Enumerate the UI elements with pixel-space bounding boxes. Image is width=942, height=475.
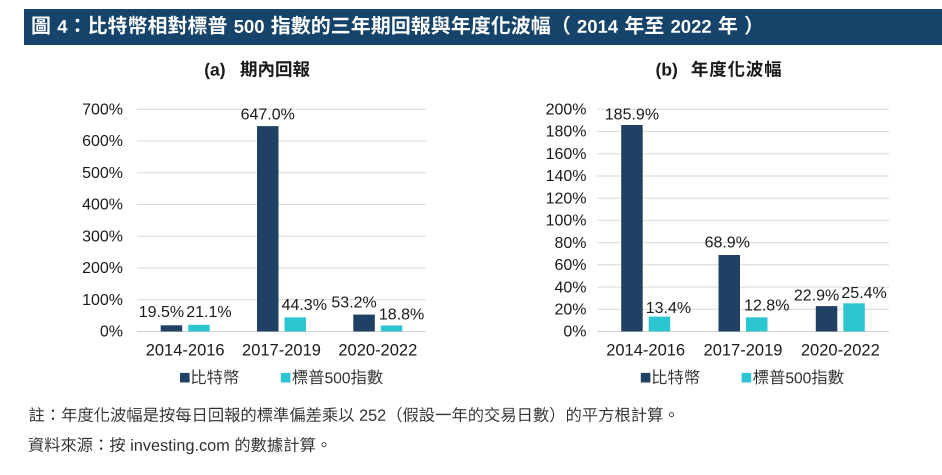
svg-text:60%: 60% [554,257,586,274]
svg-text:647.0%: 647.0% [241,106,295,123]
svg-text:500%: 500% [82,165,123,182]
svg-text:120%: 120% [546,190,587,207]
svg-text:18.8%: 18.8% [379,307,424,324]
svg-text:400%: 400% [82,197,123,214]
svg-text:53.2%: 53.2% [331,295,376,312]
svg-text:0%: 0% [100,324,123,341]
svg-text:68.9%: 68.9% [705,235,750,252]
svg-text:100%: 100% [82,292,123,309]
svg-text:200%: 200% [82,260,123,277]
svg-text:300%: 300% [82,228,123,245]
svg-text:80%: 80% [554,235,586,252]
svg-text:700%: 700% [82,102,123,119]
svg-text:19.5%: 19.5% [139,304,184,321]
svg-text:2014-2016: 2014-2016 [146,342,225,360]
svg-text:20%: 20% [554,301,586,318]
svg-text:25.4%: 25.4% [841,285,886,302]
svg-text:22.9%: 22.9% [794,288,839,305]
svg-text:44.3%: 44.3% [282,297,327,314]
svg-text:600%: 600% [82,133,123,150]
svg-text:2020-2022: 2020-2022 [338,342,417,360]
svg-text:200%: 200% [546,102,587,119]
svg-text:160%: 160% [546,146,587,163]
svg-text:185.9%: 185.9% [605,106,659,123]
svg-text:13.4%: 13.4% [646,300,691,317]
svg-text:180%: 180% [546,124,587,141]
svg-text:2017-2019: 2017-2019 [242,342,321,360]
svg-text:100%: 100% [546,213,587,230]
svg-text:40%: 40% [554,279,586,296]
svg-text:0%: 0% [563,324,586,341]
svg-text:12.8%: 12.8% [744,297,789,314]
svg-text:140%: 140% [546,168,587,185]
svg-text:2020-2022: 2020-2022 [801,342,880,360]
svg-text:21.1%: 21.1% [186,304,231,321]
svg-text:2017-2019: 2017-2019 [704,342,783,360]
svg-text:2014-2016: 2014-2016 [606,342,685,360]
